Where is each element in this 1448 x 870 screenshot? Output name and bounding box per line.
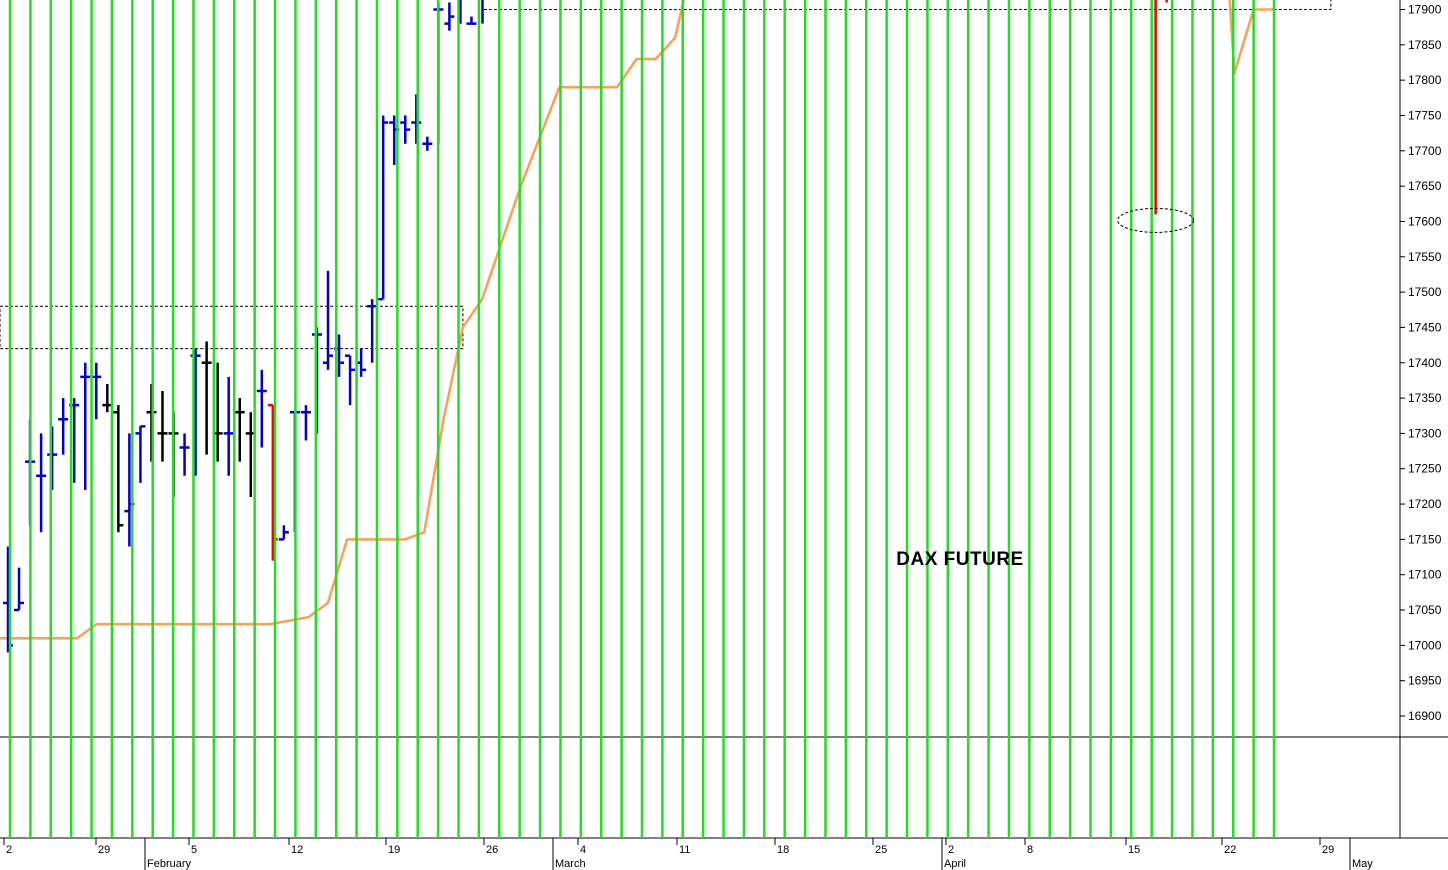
ohlc-bar — [256, 369, 267, 448]
date-axis: 2 29 5 12 19 26 4 11 18 25 2 8 15 22 29 February March Ap… — [3, 838, 1373, 870]
ohlc-bar — [146, 383, 157, 462]
date-tick-label: 15 — [1128, 844, 1140, 856]
date-tick-label: 26 — [486, 844, 498, 856]
low-marker-ellipse — [1117, 207, 1195, 233]
ohlc-bar — [58, 398, 69, 455]
month-label: May — [1352, 858, 1373, 870]
month-label: April — [944, 858, 966, 870]
date-tick-label: 12 — [291, 844, 303, 856]
ohlc-bar — [157, 391, 168, 462]
ohlc-bar — [300, 405, 311, 441]
price-tick-label: 17750 — [1408, 108, 1442, 122]
ohlc-bar — [267, 403, 278, 561]
price-tick-label: 17300 — [1408, 426, 1442, 440]
month-label: February — [147, 858, 192, 870]
annotations — [1117, 207, 1195, 233]
ohlc-bar — [1154, 0, 1157, 215]
ohlc-bar — [367, 299, 378, 363]
ohlc-bar — [1165, 0, 1168, 3]
ohlc-bar — [3, 546, 13, 653]
price-tick-label: 17400 — [1408, 356, 1442, 370]
price-tick-label: 17200 — [1408, 497, 1442, 511]
ohlc-bar — [234, 398, 245, 462]
date-tick-label: 2 — [948, 844, 954, 856]
ohlc-bar — [411, 94, 422, 144]
date-tick-label: 29 — [1322, 844, 1334, 856]
date-tick-label: 29 — [98, 844, 110, 856]
ohlc-bar — [466, 16, 477, 25]
date-tick-label: 22 — [1224, 844, 1236, 856]
volume-bars — [8, 0, 1276, 838]
range-box — [0, 305, 464, 350]
price-tick-label: 17150 — [1408, 532, 1442, 546]
date-tick-label: 19 — [388, 844, 400, 856]
chart-title: DAX FUTURE — [896, 549, 1023, 570]
date-tick-label: 5 — [191, 844, 197, 856]
price-tick-label: 17700 — [1408, 144, 1442, 158]
price-axis: 16900 16950 17000 17050 17100 17150 17200 17250… — [0, 0, 1448, 839]
price-tick-label: 17850 — [1408, 38, 1442, 52]
ohlc-bar — [190, 348, 201, 476]
month-label: March — [555, 858, 586, 870]
ohlc-bar — [223, 376, 234, 476]
price-tick-label: 17650 — [1408, 179, 1442, 193]
price-tick-label: 17250 — [1408, 462, 1442, 476]
ohlc-bar — [201, 341, 212, 455]
price-tick-label: 17500 — [1408, 285, 1442, 299]
price-tick-label: 17000 — [1408, 638, 1442, 652]
ohlc-bar — [459, 0, 462, 24]
ohlc-bar — [400, 115, 411, 144]
price-tick-label: 17900 — [1408, 3, 1442, 17]
ohlc-bar — [378, 115, 389, 301]
trend-line — [0, 0, 1273, 640]
trend-line-path — [0, 0, 1273, 640]
price-tick-label: 17050 — [1408, 603, 1442, 617]
price-tick-label: 17350 — [1408, 391, 1442, 405]
ohlc-bar — [36, 433, 47, 533]
date-tick-label: 8 — [1027, 844, 1033, 856]
date-tick-label: 18 — [777, 844, 789, 856]
price-tick-label: 17600 — [1408, 214, 1442, 228]
ohlc-bar — [481, 0, 484, 24]
ohlc-bar — [135, 425, 146, 483]
ohlc-bar — [80, 362, 91, 490]
price-tick-label: 16900 — [1408, 709, 1442, 723]
ohlc-bar — [444, 2, 455, 31]
price-tick-label: 17100 — [1408, 568, 1442, 582]
ohlc-bar — [113, 405, 124, 533]
price-tick-label: 17800 — [1408, 73, 1442, 87]
date-tick-label: 2 — [6, 844, 12, 856]
price-tick-label: 17550 — [1408, 250, 1442, 264]
date-tick-label: 25 — [875, 844, 887, 856]
price-tick-label: 17450 — [1408, 320, 1442, 334]
ohlc-bar — [323, 270, 334, 370]
ohlc-bar — [179, 433, 190, 476]
ohlc-bar — [47, 426, 58, 490]
ohlc-bar — [345, 354, 356, 406]
ohlc-bar — [422, 136, 433, 151]
date-tick-label: 11 — [679, 844, 690, 856]
date-tick-label: 4 — [580, 844, 586, 856]
ohlc-bar — [14, 567, 25, 612]
ohlc-bar — [278, 525, 289, 541]
price-tick-label: 16950 — [1408, 674, 1442, 688]
